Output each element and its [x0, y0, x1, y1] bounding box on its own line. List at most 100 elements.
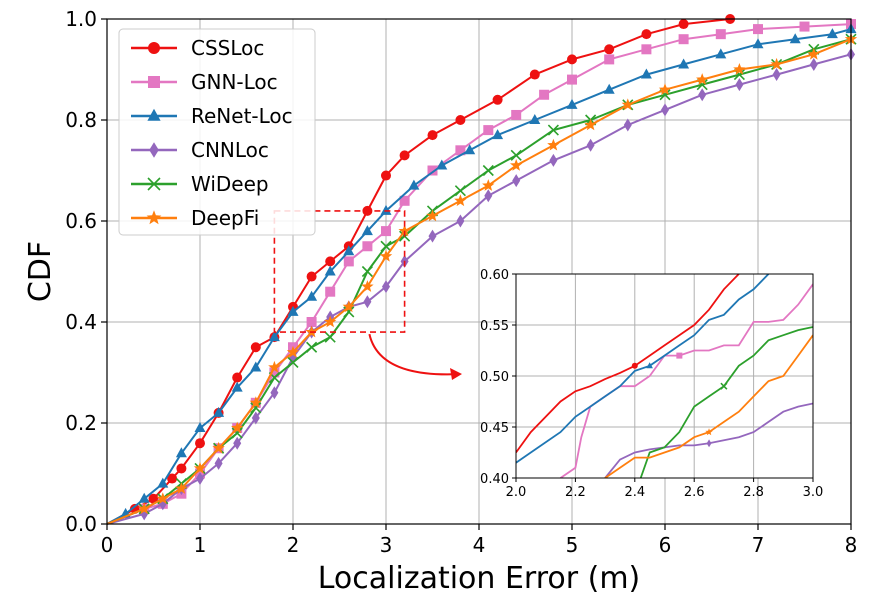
data-point-gnn-loc [511, 109, 522, 120]
data-point-renet-loc [324, 265, 336, 276]
legend-swatch-marker [147, 108, 161, 121]
data-point-cnnloc [456, 214, 465, 228]
data-point-renet-loc [826, 28, 838, 39]
x-axis-ticks: 0 1 2 3 4 5 6 7 8 [101, 524, 858, 557]
data-point-renet-loc [492, 129, 504, 140]
data-point-renet-loc [157, 477, 169, 488]
data-point-deepfi [584, 118, 597, 131]
inset-x-tick-label: 2.8 [743, 485, 764, 500]
data-point-renet-loc [436, 159, 448, 170]
inset-x-tick-label: 2.6 [684, 485, 705, 500]
inset-line-renet-loc [516, 274, 770, 464]
x-tick-label: 8 [845, 533, 858, 557]
data-point-cssloc [427, 130, 438, 141]
data-point-renet-loc [529, 114, 541, 124]
inset-series-renet-loc [516, 274, 770, 464]
data-point-gnn-loc [567, 74, 577, 85]
inset-x-tick-label: 2.2 [565, 485, 586, 500]
inset-y-tick-label: 0.60 [480, 268, 509, 283]
data-point-renet-loc [306, 290, 318, 301]
data-point-renet-loc [250, 361, 262, 372]
data-point-renet-loc [566, 98, 578, 109]
series-lines [106, 14, 858, 525]
data-point-cssloc [148, 493, 159, 504]
legend-entry-renet-loc: ReNet-Loc [131, 104, 293, 128]
data-point-cnnloc [772, 68, 781, 82]
legend-entry-gnn-loc: GNN-Loc [131, 70, 278, 94]
data-point-gnn-loc [399, 195, 410, 206]
data-point-gnn-loc [483, 125, 494, 136]
data-point-wideep [250, 402, 262, 414]
data-point-gnn-loc [455, 145, 466, 156]
legend-swatch-marker [146, 210, 162, 225]
data-point-deepfi [658, 83, 672, 95]
data-point-deepfi [696, 73, 709, 85]
data-point-gnn-loc [604, 54, 615, 65]
data-point-cnnloc [586, 138, 595, 152]
data-point-cssloc [325, 256, 336, 267]
data-point-wideep [547, 124, 559, 136]
data-point-gnn-loc [381, 226, 391, 237]
data-point-gnn-loc [306, 317, 317, 327]
data-point-renet-loc [343, 245, 355, 256]
x-tick-label: 6 [659, 533, 672, 557]
inset-frame [515, 273, 814, 479]
data-point-cssloc [195, 438, 205, 449]
inset-series-wideep [639, 326, 813, 478]
y-axis-ticks: 0.0 0.2 0.4 0.6 0.8 1.0 [65, 7, 107, 536]
legend-entry-cssloc: CSSLoc [131, 36, 264, 60]
data-point-gnn-loc [641, 44, 652, 55]
legend-label: ReNet-Loc [191, 104, 293, 128]
legend-label: GNN-Loc [191, 70, 278, 94]
data-point-cnnloc [270, 386, 279, 400]
data-point-deepfi [379, 249, 393, 262]
data-point-gnn-loc [269, 367, 280, 378]
legend-swatch-marker [147, 177, 161, 191]
legend-label: DeepFi [191, 206, 259, 230]
inset-point-gnn-loc [676, 352, 683, 359]
legend-swatch-marker [149, 142, 159, 158]
data-point-cnnloc [428, 229, 437, 243]
data-point-gnn-loc [539, 89, 550, 100]
inset-point-cnnloc [706, 439, 712, 448]
y-tick-label: 0.2 [65, 411, 97, 435]
x-axis-label: Localization Error (m) [318, 561, 641, 596]
legend-label: WiDeep [191, 172, 269, 196]
data-point-cnnloc [484, 189, 493, 203]
legend-entry-wideep: WiDeep [131, 172, 269, 196]
data-point-deepfi [770, 57, 783, 70]
inset-series-deepfi [604, 334, 813, 478]
data-point-cnnloc [382, 280, 390, 294]
y-tick-label: 0.0 [65, 512, 97, 536]
data-point-renet-loc [361, 225, 373, 236]
data-point-renet-loc [678, 58, 690, 69]
data-point-cssloc [167, 473, 178, 484]
data-point-renet-loc [287, 305, 299, 316]
data-point-renet-loc [715, 48, 727, 59]
legend-swatch-marker [148, 42, 160, 54]
x-tick-label: 4 [473, 533, 486, 557]
data-point-cssloc [604, 44, 615, 55]
inset-series [516, 274, 813, 478]
data-point-cnnloc [214, 456, 223, 470]
data-point-cssloc [529, 69, 540, 80]
data-point-wideep [510, 149, 522, 161]
data-point-cssloc [381, 170, 391, 181]
data-point-cssloc [567, 54, 577, 65]
x-tick-label: 0 [101, 533, 114, 557]
data-point-gnn-loc [427, 165, 438, 176]
inset-point-wideep [720, 382, 728, 390]
data-point-deepfi [138, 502, 151, 515]
data-point-cnnloc [735, 78, 744, 92]
data-point-gnn-loc [753, 24, 763, 35]
data-point-deepfi [361, 280, 374, 292]
data-point-cssloc [176, 463, 187, 474]
data-point-gnn-loc [325, 286, 336, 297]
data-point-renet-loc [640, 68, 652, 79]
data-point-gnn-loc [362, 241, 373, 252]
data-point-cnnloc [233, 436, 242, 450]
inset-x-tick-label: 2.0 [506, 485, 527, 500]
data-point-wideep [361, 265, 373, 278]
y-tick-label: 0.6 [65, 209, 97, 233]
data-point-deepfi [324, 315, 337, 328]
